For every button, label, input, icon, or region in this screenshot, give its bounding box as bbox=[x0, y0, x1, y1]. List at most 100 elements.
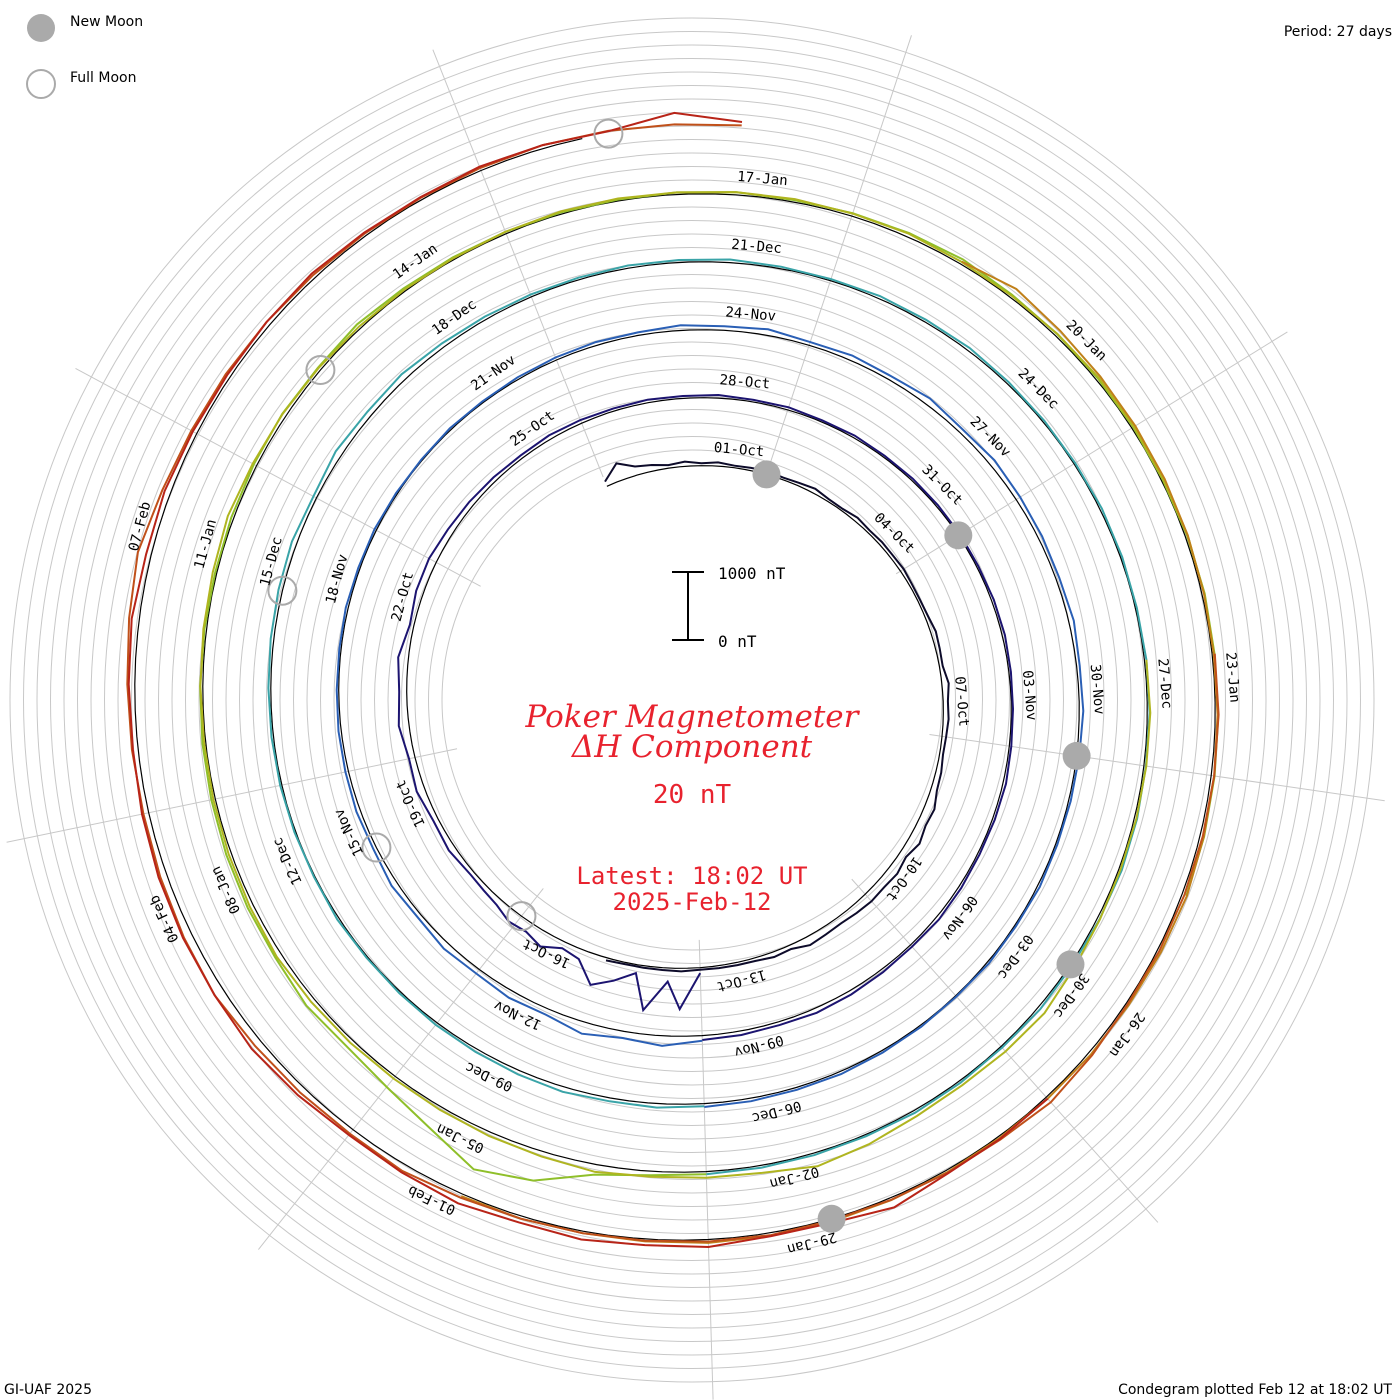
baseline-spiral-line bbox=[134, 138, 1216, 1241]
day-spoke bbox=[698, 939, 714, 1400]
grid-circle bbox=[347, 355, 1037, 1045]
grid-circle bbox=[225, 233, 1159, 1167]
grid-circle bbox=[428, 436, 956, 964]
date-label: 28-Oct bbox=[719, 372, 771, 392]
grid-circles bbox=[9, 17, 1375, 1383]
date-label: 24-Dec bbox=[1015, 366, 1062, 413]
moon-legend-icons bbox=[26, 14, 56, 99]
date-label: 01-Oct bbox=[713, 440, 765, 460]
full-moon-label: Full Moon bbox=[70, 70, 137, 86]
series-traces bbox=[126, 111, 1220, 1249]
date-label: 30-Nov bbox=[1087, 664, 1107, 716]
date-label: 29-Jan bbox=[785, 1228, 838, 1257]
date-label: 21-Dec bbox=[731, 237, 783, 257]
period-label: Period: 27 days bbox=[1283, 24, 1392, 40]
day-spoke bbox=[6, 748, 458, 843]
new-moon-marker bbox=[944, 521, 973, 550]
date-label: 03-Nov bbox=[1019, 670, 1039, 722]
baseline-spiral bbox=[134, 138, 1216, 1241]
grid-circle bbox=[50, 58, 1334, 1342]
new-moon-marker bbox=[817, 1204, 846, 1233]
series-trace-6 bbox=[460, 260, 1219, 1244]
full-moon-marker bbox=[506, 901, 537, 932]
grid-circle bbox=[77, 85, 1307, 1315]
day-spoke bbox=[75, 367, 481, 587]
grid-circle bbox=[374, 382, 1010, 1018]
new-moon-marker bbox=[1062, 741, 1091, 770]
chart-subtitle: ΔH Component bbox=[571, 729, 813, 765]
day-spokes bbox=[6, 35, 1385, 1400]
date-label: 01-Feb bbox=[406, 1182, 459, 1218]
grid-circle bbox=[414, 422, 970, 978]
series-trace-5 bbox=[199, 191, 1216, 1179]
grid-circle bbox=[23, 31, 1361, 1369]
scale-bar: 1000 nT 0 nT bbox=[672, 564, 786, 651]
grid-circle bbox=[90, 98, 1294, 1302]
full-moon-marker bbox=[267, 575, 298, 606]
date-label: 14-Jan bbox=[390, 241, 441, 283]
series-trace-1 bbox=[397, 393, 1015, 1041]
latest-date: 2025-Feb-12 bbox=[613, 888, 772, 916]
footer-credit: GI-UAF 2025 bbox=[4, 1382, 92, 1398]
day-spoke bbox=[258, 888, 544, 1250]
new-moon-marker bbox=[1056, 950, 1085, 979]
series-trace-2 bbox=[335, 324, 1085, 1108]
moon-markers bbox=[267, 118, 1091, 1233]
date-label: 16-Oct bbox=[520, 935, 573, 971]
date-label: 03-Dec bbox=[994, 931, 1036, 982]
series-trace-8 bbox=[127, 111, 1049, 1249]
scale-label: 20 nT bbox=[653, 780, 732, 810]
date-label: 04-Oct bbox=[870, 510, 917, 557]
day-spoke bbox=[929, 734, 1385, 802]
new-moon-marker bbox=[752, 460, 781, 489]
new-moon-icon bbox=[27, 14, 55, 42]
grid-circle bbox=[320, 328, 1064, 1072]
chart-title: Poker Magnetometer bbox=[525, 699, 861, 735]
grid-circle bbox=[212, 220, 1172, 1180]
grid-circle bbox=[117, 125, 1267, 1275]
grid-circle bbox=[198, 206, 1186, 1194]
date-label: 02-Jan bbox=[768, 1163, 821, 1192]
date-label: 24-Nov bbox=[725, 304, 777, 324]
grid-circle bbox=[360, 368, 1024, 1032]
center-titles: Poker Magnetometer ΔH Component 20 nT La… bbox=[525, 699, 861, 916]
grid-circle bbox=[252, 260, 1132, 1140]
grid-circle bbox=[266, 274, 1118, 1126]
grid-circle bbox=[9, 17, 1375, 1383]
grid-circle bbox=[401, 409, 983, 991]
date-label: 21-Nov bbox=[468, 352, 519, 394]
scale-bar-top-label: 1000 nT bbox=[718, 564, 786, 583]
grid-circle bbox=[333, 341, 1051, 1059]
latest-label: Latest: 18:02 UT bbox=[576, 862, 807, 890]
series-trace-7 bbox=[126, 123, 1220, 1243]
grid-circle bbox=[279, 287, 1105, 1113]
grid-circle bbox=[441, 449, 943, 951]
grid-circle bbox=[104, 112, 1280, 1288]
grid-circle bbox=[293, 301, 1091, 1099]
scale-bar-bottom-label: 0 nT bbox=[718, 632, 757, 651]
date-label: 07-Oct bbox=[951, 676, 971, 728]
date-label: 25-Oct bbox=[507, 408, 558, 450]
full-moon-marker bbox=[305, 355, 336, 386]
grid-circle bbox=[63, 71, 1321, 1329]
date-label: 17-Jan bbox=[737, 169, 789, 189]
grid-circle bbox=[158, 166, 1226, 1234]
date-label: 18-Nov bbox=[323, 553, 351, 606]
full-moon-marker bbox=[361, 832, 392, 863]
date-label: 22-Oct bbox=[389, 570, 417, 623]
date-label: 18-Dec bbox=[429, 296, 480, 338]
date-label: 27-Dec bbox=[1154, 658, 1174, 710]
day-spoke bbox=[432, 49, 604, 478]
date-label: 23-Jan bbox=[1222, 652, 1242, 704]
grid-circle bbox=[306, 314, 1078, 1086]
footer-plotted: Condegram plotted Feb 12 at 18:02 UT bbox=[1118, 1382, 1392, 1398]
grid-circle bbox=[36, 44, 1348, 1356]
series-trace-4 bbox=[199, 191, 1220, 1182]
grid-circle bbox=[239, 247, 1145, 1153]
full-moon-marker bbox=[593, 118, 624, 149]
date-label: 06-Dec bbox=[750, 1097, 803, 1126]
grid-circle bbox=[131, 139, 1253, 1261]
grid-circle bbox=[171, 179, 1213, 1221]
day-spoke bbox=[766, 35, 912, 473]
